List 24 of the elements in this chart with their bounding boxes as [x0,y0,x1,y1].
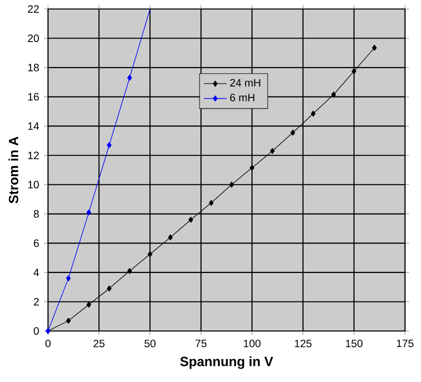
y-tick-label: 20 [28,34,39,42]
x-tick-label: 150 [346,340,362,348]
legend-label: 6 mH [230,94,254,102]
x-tick-label: 175 [396,340,414,348]
y-tick-label: 16 [28,93,39,101]
y-tick-label: 8 [34,210,39,218]
y-tick-label: 6 [34,239,39,247]
x-axis-title: Spannung in V [180,356,274,369]
y-tick-label: 2 [34,298,39,306]
y-tick-label: 0 [34,327,39,335]
x-tick-label: 125 [294,340,312,348]
legend-label: 24 mH [230,79,260,86]
y-tick-label: 22 [28,5,39,13]
y-tick-label: 12 [28,152,39,160]
y-tick-label: 18 [28,64,39,72]
x-tick-label: 25 [94,340,104,348]
y-tick-label: 4 [34,268,39,276]
x-tick-label: 75 [196,340,206,348]
y-tick-label: 10 [28,180,39,188]
y-axis-title: Strom in A [8,136,18,204]
x-tick-label: 50 [144,340,156,348]
y-tick-label: 14 [28,122,39,130]
x-tick-label: 100 [244,340,260,348]
x-tick-label: 0 [45,340,51,348]
